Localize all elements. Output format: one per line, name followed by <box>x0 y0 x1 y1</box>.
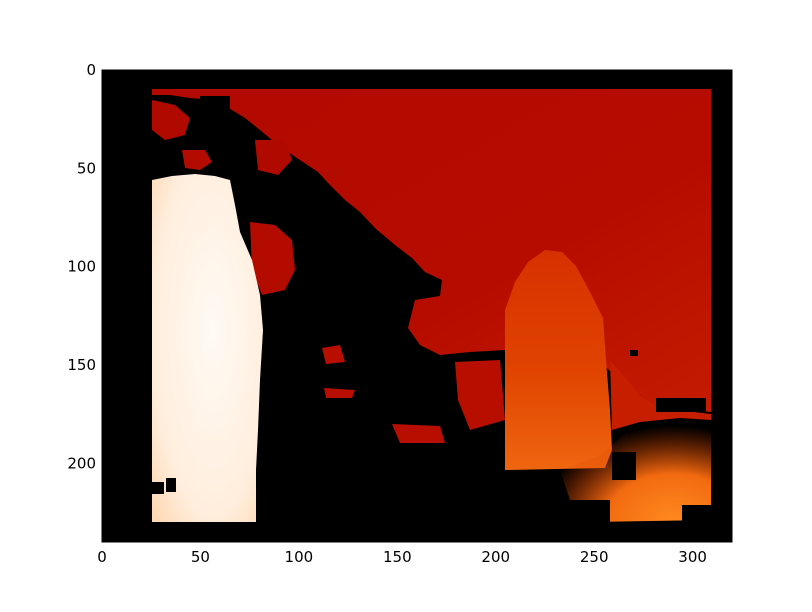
heatmap-region-right-field <box>610 360 711 430</box>
heatmap-region-mid-patch-2 <box>182 150 212 170</box>
heatmap-region-upper-left-patch <box>152 100 190 140</box>
x-tick-label: 0 <box>97 548 107 566</box>
y-tick-label: 150 <box>67 356 96 374</box>
x-axis: 0 50 100 150 200 250 300 <box>97 70 707 566</box>
x-tick-label: 250 <box>580 548 609 566</box>
heatmap-plot-area <box>102 70 732 542</box>
x-tick-label: 300 <box>678 548 707 566</box>
no-data-speckles <box>150 96 712 524</box>
x-tick-label: 50 <box>191 548 210 566</box>
heatmap-region-low-patch-1 <box>392 424 445 443</box>
y-tick-label: 200 <box>67 454 96 472</box>
heatmap-region-low-patch-4 <box>455 360 505 430</box>
heatmap-region-center-column <box>505 250 612 470</box>
heatmap-region-left-column <box>152 174 263 522</box>
heatmap-region-low-patch-3 <box>324 388 355 398</box>
y-axis: 0 50 100 150 200 <box>67 61 732 472</box>
heatmap-region-mid-patch-1 <box>250 222 295 295</box>
y-tick-label: 0 <box>86 61 96 79</box>
heatmap-region-low-patch-2 <box>322 345 345 364</box>
axes-frame <box>101 69 733 543</box>
y-tick-label: 50 <box>77 159 96 177</box>
y-tick-label: 100 <box>67 258 96 276</box>
x-tick-label: 100 <box>285 548 314 566</box>
x-tick-label: 150 <box>383 548 412 566</box>
heatmap-region-mid-patch-3 <box>255 140 292 175</box>
x-tick-label: 200 <box>481 548 510 566</box>
